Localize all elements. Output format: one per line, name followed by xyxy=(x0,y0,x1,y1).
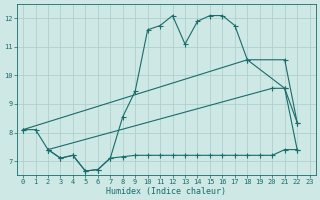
X-axis label: Humidex (Indice chaleur): Humidex (Indice chaleur) xyxy=(106,187,226,196)
